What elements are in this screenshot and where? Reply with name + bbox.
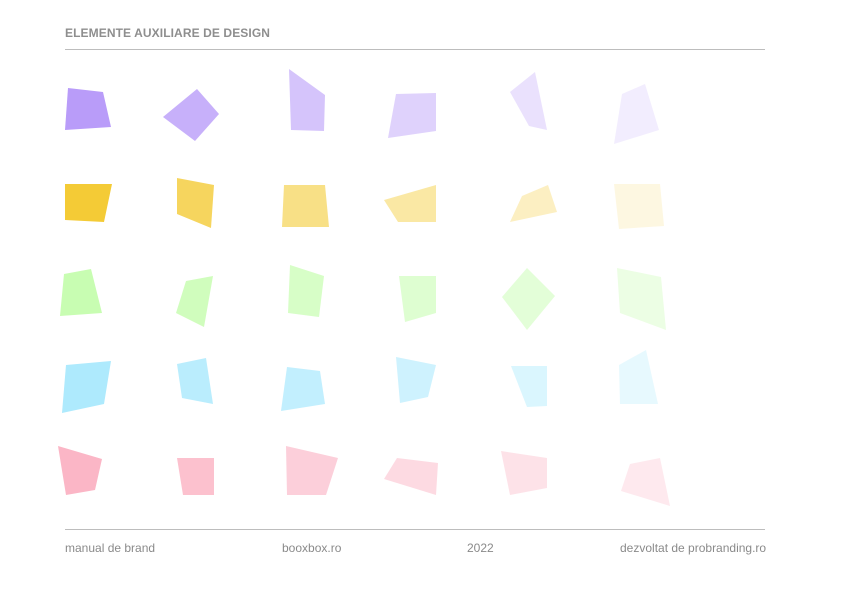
shape-green-6 — [617, 268, 666, 330]
shape-blue-2 — [177, 358, 213, 404]
shape-blue-3 — [281, 367, 325, 411]
shape-green-5 — [502, 268, 555, 330]
footer-credit: dezvoltat de probranding.ro — [620, 541, 767, 555]
shape-purple-2 — [163, 89, 219, 141]
shape-yellow-3 — [282, 185, 329, 227]
shape-yellow-1 — [65, 184, 112, 222]
shape-blue-1 — [62, 361, 111, 413]
shape-purple-6 — [614, 84, 659, 144]
shape-green-3 — [288, 265, 324, 317]
shape-purple-3 — [289, 69, 325, 131]
shape-green-2 — [176, 276, 213, 327]
shape-yellow-5 — [510, 185, 557, 222]
shape-pink-1 — [58, 446, 102, 495]
shape-pink-2 — [177, 458, 214, 495]
shape-blue-5 — [511, 366, 547, 407]
shape-blue-6 — [619, 350, 658, 404]
shape-yellow-4 — [384, 185, 436, 222]
shape-pink-4 — [384, 458, 438, 495]
shape-pink-3 — [286, 446, 338, 495]
shape-purple-1 — [65, 88, 111, 130]
footer-website: booxbox.ro — [282, 541, 342, 555]
footer-year: 2022 — [467, 541, 494, 555]
shape-pink-5 — [501, 451, 547, 495]
footer-manual-label: manual de brand — [65, 541, 156, 555]
shape-yellow-6 — [614, 184, 664, 229]
footer-divider — [65, 529, 765, 530]
page-title: ELEMENTE AUXILIARE DE DESIGN — [65, 26, 271, 40]
shape-purple-5 — [510, 72, 547, 130]
shape-green-4 — [399, 276, 436, 322]
shape-blue-4 — [396, 357, 436, 403]
header-divider — [65, 49, 765, 50]
shape-pink-6 — [621, 458, 670, 506]
shape-purple-4 — [388, 93, 436, 138]
shape-yellow-2 — [177, 178, 214, 228]
shape-green-1 — [60, 269, 102, 316]
